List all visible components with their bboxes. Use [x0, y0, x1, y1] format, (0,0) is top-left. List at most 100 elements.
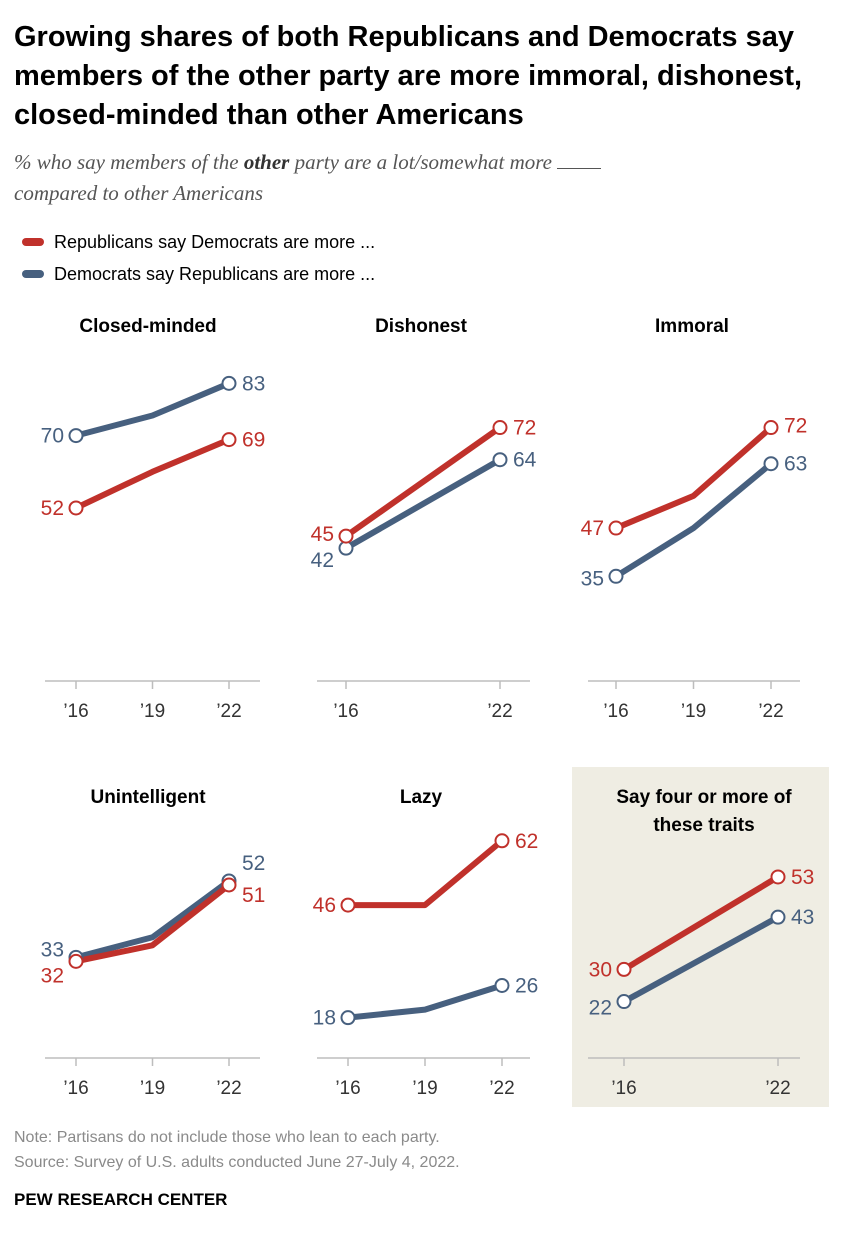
- x-tick-label: ’16: [335, 1078, 360, 1099]
- footer-source: Source: Survey of U.S. adults conducted …: [14, 1154, 460, 1171]
- data-point-rep: [492, 420, 508, 436]
- panel-title: Dishonest: [375, 316, 468, 337]
- x-tick-label: ’22: [216, 1078, 241, 1099]
- data-point-rep: [616, 961, 632, 977]
- data-label-rep: 32: [41, 964, 64, 987]
- legend-item-rep: Republicans say Democrats are more ...: [22, 226, 375, 258]
- legend-item-dem: Democrats say Republicans are more ...: [22, 258, 375, 290]
- x-tick-label: ’22: [216, 701, 241, 722]
- data-label-dem: 18: [313, 1007, 336, 1030]
- data-label-rep: 30: [589, 958, 612, 981]
- x-tick-label: ’22: [489, 1078, 514, 1099]
- panel-title: these traits: [653, 815, 754, 836]
- x-tick-label: ’16: [611, 1078, 636, 1099]
- data-point-rep: [221, 877, 237, 893]
- x-tick-label: ’16: [603, 701, 628, 722]
- legend-label-dem: Democrats say Republicans are more ...: [54, 263, 376, 284]
- panel-title: Lazy: [400, 787, 443, 808]
- series-line-dem: [73, 380, 232, 439]
- data-point-rep: [340, 897, 356, 913]
- data-label-dem: 83: [242, 372, 265, 395]
- data-point-dem: [492, 452, 508, 468]
- data-label-rep: 53: [791, 866, 814, 889]
- subtitle-part2: party are a lot/somewhat more: [289, 150, 558, 174]
- data-point-rep: [763, 420, 779, 436]
- data-point-dem: [770, 909, 786, 925]
- data-label-rep: 62: [515, 830, 538, 853]
- panel-title: Say four or more of: [616, 787, 792, 808]
- highlight-panel-bg: [572, 767, 829, 1107]
- legend-swatch-rep: [22, 238, 44, 246]
- data-point-rep: [221, 432, 237, 448]
- series-line-rep: [345, 837, 505, 909]
- brand-logo-text: PEW RESEARCH CENTER: [14, 1190, 228, 1209]
- data-label-dem: 26: [515, 974, 538, 997]
- x-tick-label: ’19: [140, 701, 165, 722]
- data-point-rep: [338, 528, 354, 544]
- data-label-rep: 47: [581, 517, 604, 540]
- data-label-rep: 45: [311, 523, 334, 546]
- series-line-dem: [345, 982, 505, 1021]
- data-point-rep: [494, 833, 510, 849]
- legend: Republicans say Democrats are more ... D…: [22, 226, 375, 290]
- data-label-rep: 51: [242, 884, 265, 907]
- x-tick-label: ’19: [681, 701, 706, 722]
- data-label-dem: 43: [791, 906, 814, 929]
- legend-label-rep: Republicans say Democrats are more ...: [54, 231, 376, 252]
- chart-subtitle: % who say members of the other party are…: [14, 147, 814, 209]
- data-point-dem: [338, 540, 354, 556]
- data-point-dem: [340, 1010, 356, 1026]
- data-label-dem: 64: [513, 449, 537, 472]
- subtitle-part1: % who say members of the: [14, 150, 244, 174]
- data-point-dem: [221, 375, 237, 391]
- series-line-dem: [621, 914, 781, 1005]
- data-label-rep: 72: [513, 417, 536, 440]
- panel-title: Unintelligent: [90, 787, 206, 808]
- data-label-dem: 52: [242, 852, 265, 875]
- data-label-dem: 22: [589, 997, 612, 1020]
- data-point-rep: [608, 520, 624, 536]
- data-label-rep: 69: [242, 429, 265, 452]
- data-label-rep: 46: [313, 894, 336, 917]
- data-point-dem: [616, 994, 632, 1010]
- x-tick-label: ’22: [758, 701, 783, 722]
- subtitle-blank: [557, 154, 602, 169]
- subtitle-emphasis: other: [243, 150, 290, 174]
- series-line-rep: [621, 873, 781, 973]
- x-tick-label: ’16: [63, 701, 88, 722]
- x-tick-label: ’19: [412, 1078, 437, 1099]
- data-label-dem: 63: [784, 453, 807, 476]
- data-label-dem: 70: [41, 425, 64, 448]
- data-point-dem: [494, 977, 510, 993]
- footer-note: Note: Partisans do not include those who…: [14, 1129, 440, 1146]
- data-point-rep: [770, 869, 786, 885]
- x-tick-label: ’22: [765, 1078, 790, 1099]
- series-line-rep: [613, 424, 774, 532]
- chart-title: Growing shares of both Republicans and D…: [14, 21, 803, 131]
- series-line-rep: [343, 424, 503, 540]
- data-point-dem: [763, 456, 779, 472]
- panel-title: Closed-minded: [79, 316, 216, 337]
- data-point-dem: [68, 428, 84, 444]
- panel-title: Immoral: [655, 316, 729, 337]
- series-line-rep: [73, 436, 232, 511]
- data-label-dem: 33: [41, 938, 64, 961]
- data-point-rep: [68, 500, 84, 516]
- data-point-dem: [608, 568, 624, 584]
- x-tick-label: ’22: [487, 701, 512, 722]
- data-label-rep: 72: [784, 415, 807, 438]
- legend-swatch-dem: [22, 270, 44, 278]
- series-line-dem: [73, 877, 232, 961]
- series-line-rep: [73, 881, 232, 965]
- subtitle-part3: compared to other Americans: [14, 181, 264, 205]
- data-label-rep: 52: [41, 497, 64, 520]
- data-label-dem: 35: [581, 567, 604, 590]
- data-point-rep: [68, 953, 84, 969]
- x-tick-label: ’16: [333, 701, 358, 722]
- data-label-dem: 42: [311, 549, 334, 572]
- series-line-dem: [613, 460, 774, 580]
- series-line-dem: [343, 456, 503, 552]
- x-tick-label: ’19: [140, 1078, 165, 1099]
- x-tick-label: ’16: [63, 1078, 88, 1099]
